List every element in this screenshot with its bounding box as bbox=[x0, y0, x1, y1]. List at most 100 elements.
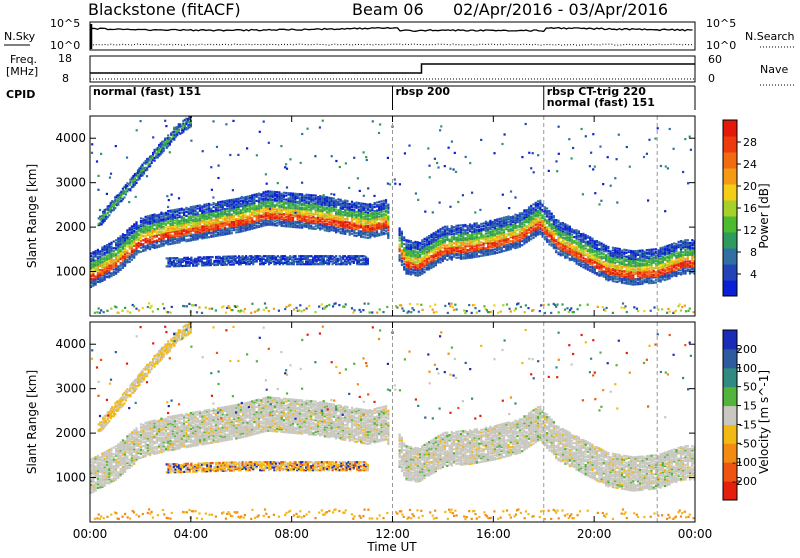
power-cell bbox=[176, 214, 178, 216]
power-cell bbox=[355, 202, 357, 204]
power-cell bbox=[104, 245, 106, 247]
power-cell bbox=[564, 237, 566, 239]
power-cell bbox=[467, 225, 469, 227]
power-cell bbox=[580, 252, 582, 254]
power-cell bbox=[149, 225, 151, 227]
power-cell bbox=[190, 233, 192, 235]
power-cell bbox=[582, 260, 584, 262]
power-cell bbox=[439, 240, 441, 242]
power-cell bbox=[591, 258, 593, 260]
power-cell bbox=[99, 272, 101, 274]
power-cell bbox=[188, 234, 190, 236]
power-cell bbox=[208, 220, 210, 222]
power-cell bbox=[120, 267, 122, 269]
power-cell bbox=[172, 235, 174, 237]
power-cell bbox=[145, 235, 147, 237]
power-cell bbox=[521, 225, 523, 227]
power-cell bbox=[158, 214, 160, 216]
power-cell bbox=[287, 197, 289, 199]
power-cell bbox=[405, 239, 407, 241]
power-cell bbox=[458, 257, 460, 259]
power-cell bbox=[262, 198, 264, 200]
power-cell bbox=[340, 231, 342, 233]
power-cell bbox=[578, 234, 580, 236]
power-cell bbox=[349, 230, 351, 232]
power-cell bbox=[587, 253, 589, 255]
power-cell bbox=[349, 203, 351, 205]
power-cell bbox=[355, 214, 357, 216]
power-cell bbox=[503, 217, 505, 219]
power-cell bbox=[233, 221, 235, 223]
power-cell bbox=[460, 224, 462, 226]
power-cell bbox=[147, 215, 149, 217]
power-cell bbox=[240, 216, 242, 218]
power-cell bbox=[548, 243, 550, 245]
power-cell bbox=[117, 255, 119, 257]
power-cell bbox=[537, 219, 539, 221]
power-cell bbox=[326, 207, 328, 209]
power-cell bbox=[292, 193, 294, 195]
power-cell bbox=[315, 225, 317, 227]
power-cell bbox=[446, 244, 448, 246]
power-cell bbox=[467, 249, 469, 251]
power-cell bbox=[315, 228, 317, 230]
power-cell bbox=[274, 223, 276, 225]
power-cell bbox=[194, 217, 196, 219]
power-cell bbox=[188, 228, 190, 230]
power-cell bbox=[471, 231, 473, 233]
power-cell bbox=[460, 227, 462, 229]
power-cell bbox=[333, 200, 335, 202]
power-cell bbox=[122, 245, 124, 247]
power-cell bbox=[619, 248, 621, 250]
power-cell bbox=[616, 248, 618, 250]
power-cell bbox=[473, 228, 475, 230]
power-cell bbox=[253, 194, 255, 196]
power-cell bbox=[174, 241, 176, 243]
power-cell bbox=[290, 214, 292, 216]
power-cell bbox=[145, 245, 147, 247]
power-cell bbox=[607, 250, 609, 252]
power-cell bbox=[367, 237, 369, 239]
power-cell bbox=[331, 197, 333, 199]
power-cell bbox=[124, 247, 126, 249]
power-cell bbox=[337, 201, 339, 203]
power-cell bbox=[315, 197, 317, 199]
power-cell bbox=[281, 204, 283, 206]
power-cell bbox=[492, 249, 494, 251]
power-cell bbox=[433, 232, 435, 234]
power-cell bbox=[385, 199, 387, 201]
power-cell bbox=[369, 203, 371, 205]
power-cell bbox=[383, 232, 385, 234]
power-cell bbox=[521, 212, 523, 214]
power-cell bbox=[557, 224, 559, 226]
power-cell bbox=[378, 204, 380, 206]
power-cell bbox=[331, 206, 333, 208]
power-cell bbox=[104, 252, 106, 254]
power-cell bbox=[351, 233, 353, 235]
power-cell bbox=[340, 199, 342, 201]
power-cell bbox=[256, 193, 258, 195]
power-cell bbox=[383, 202, 385, 204]
power-cell bbox=[462, 228, 464, 230]
power-cell bbox=[501, 232, 503, 234]
power-cell bbox=[285, 219, 287, 221]
power-cell bbox=[249, 195, 251, 197]
power-cell bbox=[183, 217, 185, 219]
power-cell bbox=[383, 213, 385, 215]
power-cell bbox=[324, 207, 326, 209]
power-cell bbox=[181, 212, 183, 214]
power-cell bbox=[385, 214, 387, 216]
power-cell bbox=[117, 237, 119, 239]
power-cell bbox=[337, 229, 339, 231]
power-cell bbox=[306, 196, 308, 198]
power-cell bbox=[587, 235, 589, 237]
power-cell bbox=[576, 245, 578, 247]
power-cell bbox=[623, 282, 625, 284]
power-cell bbox=[156, 214, 158, 216]
power-cell bbox=[185, 211, 187, 213]
power-cell bbox=[142, 239, 144, 241]
nsearch-tick-top: 10^5 bbox=[706, 17, 736, 30]
power-cell bbox=[582, 245, 584, 247]
power-cell bbox=[274, 198, 276, 200]
power-cell bbox=[122, 251, 124, 253]
